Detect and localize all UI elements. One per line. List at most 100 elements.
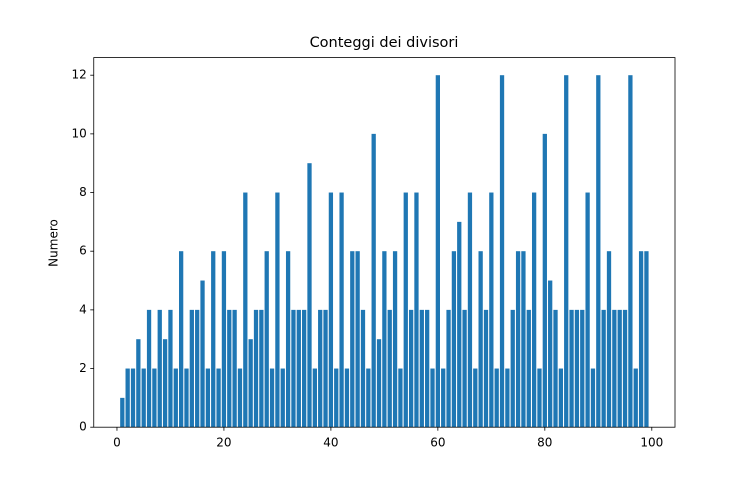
bar (510, 309, 515, 428)
bar (350, 251, 355, 428)
bar (205, 368, 211, 428)
bar (366, 368, 371, 428)
x-tick-label: 20 (216, 436, 231, 450)
y-tick-label: 6 (79, 244, 87, 258)
x-tick-label: 100 (640, 436, 663, 450)
bar (376, 339, 382, 428)
bar (387, 309, 392, 428)
bar (499, 75, 505, 428)
bar (462, 309, 467, 428)
bar (200, 280, 205, 428)
bar (531, 192, 537, 428)
bar (323, 309, 328, 428)
bar (136, 339, 141, 428)
y-tick-label: 4 (79, 302, 87, 316)
bar (494, 368, 499, 428)
bar (344, 368, 350, 428)
bar (558, 368, 564, 428)
bar (302, 309, 307, 428)
bar (334, 368, 339, 428)
bar (120, 397, 125, 428)
bar (328, 192, 334, 428)
x-tick-label: 0 (113, 436, 121, 450)
bar (146, 309, 152, 428)
bar (564, 75, 569, 428)
y-tick-label: 12 (71, 68, 86, 82)
bar (601, 309, 606, 428)
bar (248, 339, 253, 428)
x-tick-label: 60 (430, 436, 445, 450)
bar (259, 309, 264, 428)
y-tick-label: 10 (71, 126, 86, 140)
y-tick-label: 2 (79, 361, 87, 375)
bar (237, 368, 243, 428)
bar (478, 251, 483, 428)
bar (515, 251, 521, 428)
bar (425, 309, 430, 428)
bar (408, 309, 414, 428)
bar (617, 309, 622, 428)
bar (152, 368, 157, 428)
bar (644, 251, 649, 428)
bar (312, 368, 317, 428)
bar (489, 192, 494, 428)
x-tick-label: 80 (537, 436, 552, 450)
bar (606, 251, 612, 428)
bar (275, 192, 280, 428)
bar (130, 368, 136, 428)
bar (162, 339, 168, 428)
bar (622, 309, 628, 428)
bar (446, 309, 451, 428)
bar (430, 368, 435, 428)
bar (382, 251, 387, 428)
bar (638, 251, 644, 428)
bar (189, 309, 194, 428)
bar (184, 368, 189, 428)
bar (537, 368, 542, 428)
bar (253, 309, 259, 428)
bar (553, 309, 558, 428)
bar (216, 368, 221, 428)
bar (628, 75, 633, 428)
bar (542, 133, 547, 428)
bar (141, 368, 146, 428)
bar (291, 309, 296, 428)
bar (483, 309, 489, 428)
bar (548, 280, 553, 428)
bar (227, 309, 232, 428)
bar (179, 251, 184, 428)
bar (173, 368, 178, 428)
bar (596, 75, 601, 428)
bar (269, 368, 275, 428)
bar (590, 368, 596, 428)
bar (633, 368, 638, 428)
bar (221, 251, 227, 428)
bar (451, 251, 457, 428)
bar (392, 251, 398, 428)
bar (473, 368, 478, 428)
bar (296, 309, 301, 428)
bar (168, 309, 173, 428)
bar (612, 309, 617, 428)
bar (467, 192, 473, 428)
bar (585, 192, 590, 428)
bar (435, 75, 440, 428)
bar (157, 309, 162, 428)
y-tick-label: 8 (79, 185, 87, 199)
bar (419, 309, 424, 428)
bar (457, 221, 462, 428)
chart-title: Conteggi dei divisori (310, 35, 459, 51)
bar (441, 368, 446, 428)
bar (505, 368, 510, 428)
bar (307, 163, 312, 428)
bar (580, 309, 585, 428)
y-tick-label: 0 (79, 420, 87, 434)
bar (526, 309, 531, 428)
bar (574, 309, 580, 428)
bar (569, 309, 574, 428)
bar (280, 368, 285, 428)
bar (125, 368, 130, 428)
bar (195, 309, 200, 428)
